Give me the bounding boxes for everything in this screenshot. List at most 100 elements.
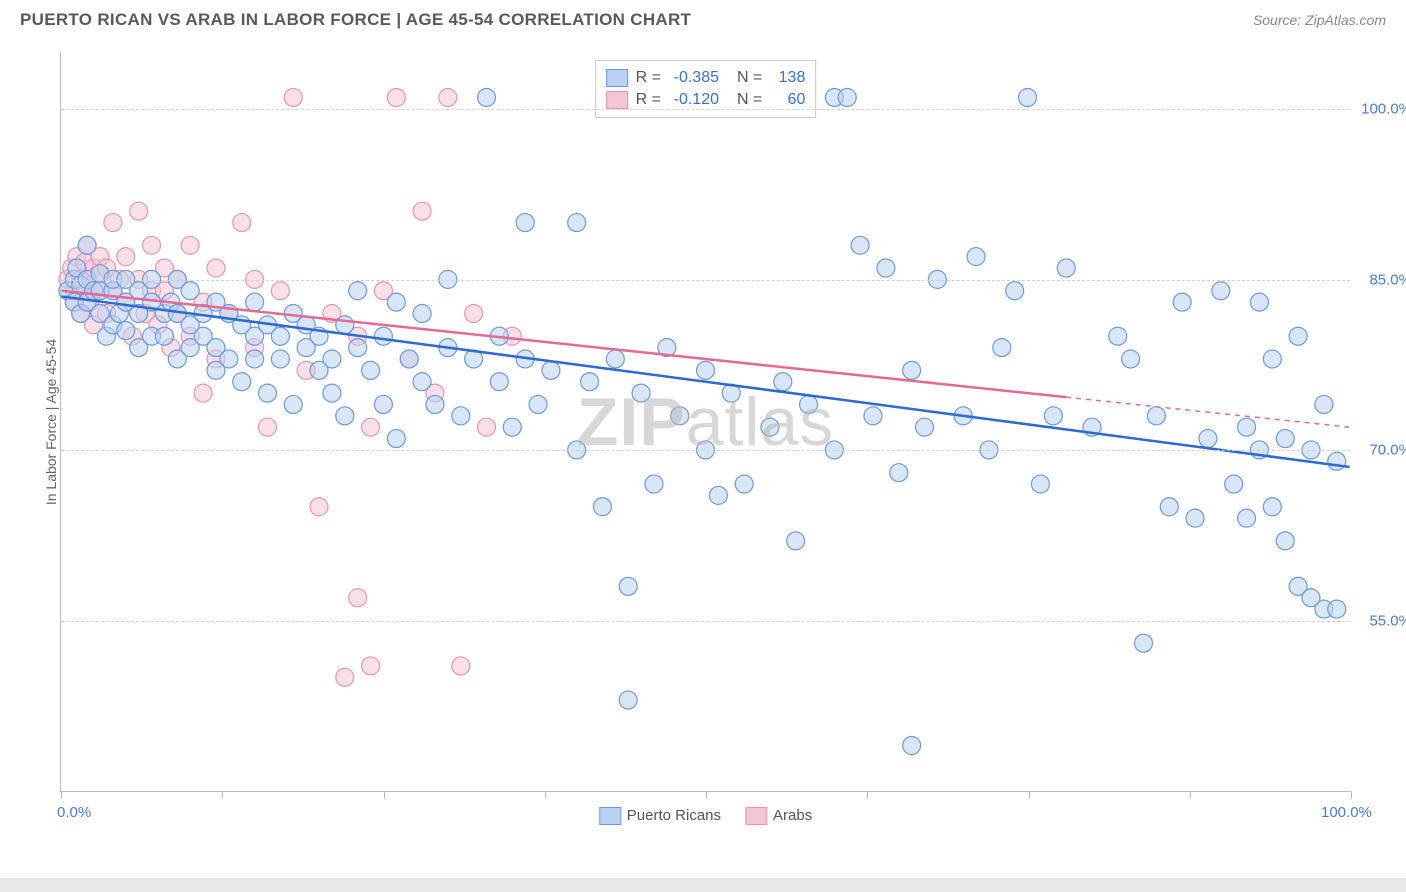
data-point: [490, 373, 508, 391]
data-point: [387, 88, 405, 106]
data-point: [1160, 498, 1178, 516]
legend-r-label: R =: [636, 91, 661, 109]
series-legend: Puerto Ricans Arabs: [599, 807, 812, 825]
data-point: [1289, 327, 1307, 345]
data-point: [619, 691, 637, 709]
source-label: Source: ZipAtlas.com: [1253, 12, 1386, 28]
data-point: [143, 236, 161, 254]
data-point: [993, 339, 1011, 357]
data-point: [1057, 259, 1075, 277]
x-tick: [384, 791, 385, 799]
legend-n-value: 60: [770, 91, 805, 109]
data-point: [1315, 395, 1333, 413]
data-point: [1199, 430, 1217, 448]
data-point: [349, 589, 367, 607]
data-point: [1122, 350, 1140, 368]
data-point: [336, 407, 354, 425]
data-point: [1238, 418, 1256, 436]
data-point: [323, 384, 341, 402]
legend-item: Puerto Ricans: [599, 807, 721, 825]
data-point: [284, 395, 302, 413]
data-point: [864, 407, 882, 425]
x-tick: [867, 791, 868, 799]
data-point: [233, 214, 251, 232]
data-point: [1212, 282, 1230, 300]
data-point: [413, 305, 431, 323]
data-point: [349, 282, 367, 300]
legend-n-label: N =: [737, 91, 762, 109]
legend-n-value: 138: [770, 69, 805, 87]
x-tick: [706, 791, 707, 799]
legend-r-value: -0.385: [669, 69, 719, 87]
data-point: [1263, 350, 1281, 368]
data-point: [632, 384, 650, 402]
gridline-h: [61, 280, 1350, 281]
legend-swatch: [606, 69, 628, 87]
data-point: [1019, 88, 1037, 106]
x-tick: [545, 791, 546, 799]
data-point: [362, 418, 380, 436]
data-point: [452, 407, 470, 425]
data-point: [787, 532, 805, 550]
data-point: [413, 373, 431, 391]
scatter-svg: [61, 52, 1350, 791]
data-point: [374, 327, 392, 345]
data-point: [877, 259, 895, 277]
data-point: [336, 316, 354, 334]
x-tick-label: 100.0%: [1321, 804, 1372, 821]
y-tick-label: 100.0%: [1361, 100, 1406, 117]
data-point: [1186, 509, 1204, 527]
x-tick-label: 0.0%: [57, 804, 91, 821]
data-point: [181, 236, 199, 254]
plot-area: In Labor Force | Age 45-54 ZIPatlas R = …: [60, 52, 1350, 792]
gridline-h: [61, 450, 1350, 451]
data-point: [220, 350, 238, 368]
y-axis-label: In Labor Force | Age 45-54: [43, 338, 59, 504]
data-point: [155, 327, 173, 345]
data-point: [709, 486, 727, 504]
data-point: [413, 202, 431, 220]
legend-swatch: [606, 91, 628, 109]
trend-line-dashed: [1066, 397, 1349, 427]
data-point: [916, 418, 934, 436]
legend-label: Puerto Ricans: [627, 807, 721, 824]
data-point: [838, 88, 856, 106]
data-point: [362, 657, 380, 675]
data-point: [1276, 532, 1294, 550]
data-point: [697, 361, 715, 379]
data-point: [374, 395, 392, 413]
data-point: [1173, 293, 1191, 311]
legend-n-label: N =: [737, 69, 762, 87]
data-point: [529, 395, 547, 413]
footer-bar: [0, 878, 1406, 892]
data-point: [478, 88, 496, 106]
data-point: [1328, 452, 1346, 470]
x-tick: [61, 791, 62, 799]
data-point: [568, 214, 586, 232]
x-tick: [222, 791, 223, 799]
legend-swatch: [599, 807, 621, 825]
data-point: [1263, 498, 1281, 516]
data-point: [130, 202, 148, 220]
data-point: [1135, 634, 1153, 652]
data-point: [362, 361, 380, 379]
data-point: [516, 214, 534, 232]
data-point: [104, 214, 122, 232]
data-point: [1250, 293, 1268, 311]
legend-r-label: R =: [636, 69, 661, 87]
y-tick-label: 85.0%: [1369, 271, 1406, 288]
data-point: [207, 259, 225, 277]
data-point: [181, 282, 199, 300]
data-point: [246, 293, 264, 311]
data-point: [1328, 600, 1346, 618]
data-point: [800, 395, 818, 413]
data-point: [1276, 430, 1294, 448]
data-point: [1031, 475, 1049, 493]
data-point: [117, 248, 135, 266]
data-point: [259, 384, 277, 402]
legend-item: Arabs: [745, 807, 812, 825]
data-point: [1147, 407, 1165, 425]
gridline-h: [61, 109, 1350, 110]
chart-title: PUERTO RICAN VS ARAB IN LABOR FORCE | AG…: [20, 10, 691, 30]
data-point: [967, 248, 985, 266]
